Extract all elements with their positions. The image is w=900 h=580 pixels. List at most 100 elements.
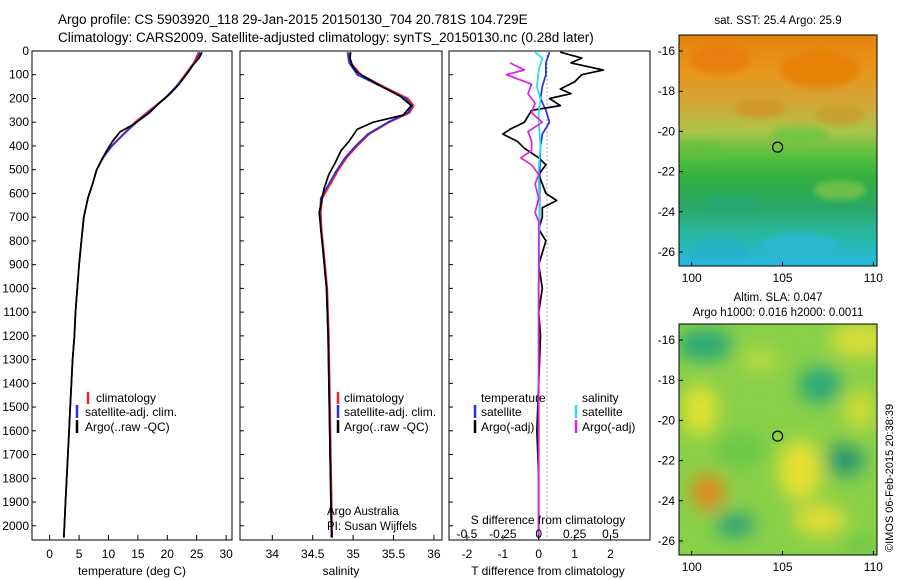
sst-map-title: sat. SST: 25.4 Argo: 25.9 <box>714 15 841 27</box>
y-tick-label: 1400 <box>2 376 29 390</box>
legend-sal-satellite: satellite <box>582 405 623 419</box>
sla-field <box>679 324 877 555</box>
annotation-argo-australia: Argo Australia <box>327 506 399 518</box>
lat-tick-label: -22 <box>658 165 676 179</box>
x-tick-label: 36 <box>427 547 441 561</box>
series-temperature-satellite <box>537 51 551 538</box>
salinity-diff-tick-label: 0.5 <box>602 527 619 541</box>
imos-credit: ©IMOS 06-Feb-2015 20:38:39 <box>884 404 896 552</box>
temperature-axes-box <box>31 50 233 541</box>
y-tick-label: 300 <box>9 115 29 129</box>
difference-top-label: S difference from climatology <box>471 513 626 527</box>
title-line-2: Climatology: CARS2009. Satellite-adjuste… <box>58 30 594 45</box>
lat-tick-label: -18 <box>658 373 676 387</box>
difference-xlabel: T difference from climatology <box>471 564 625 578</box>
legend-temp-satellite: satellite <box>481 405 522 419</box>
salinity-diff-tick-label: 0 <box>535 527 542 541</box>
y-tick-label: 1500 <box>2 400 29 414</box>
temperature-panel: 0 5 10 15 20 25 30 0 100 200 300 400 500 600 700 800 90… <box>2 44 453 578</box>
lat-tick-label: -16 <box>658 44 676 58</box>
sla-lat-ticks: -16 -18 -20 -22 -24 -26 <box>658 333 683 548</box>
legend-heading-temperature: temperature <box>481 391 546 405</box>
x-tick-label: 35.5 <box>382 547 406 561</box>
series-argo-raw-qc <box>62 51 203 538</box>
temperature-x-ticks: 0 5 10 15 20 25 30 <box>46 535 233 561</box>
lon-tick-label: 105 <box>773 560 793 574</box>
title-line-1: Argo profile: CS 5903920_118 29-Jan-2015… <box>58 12 528 27</box>
salinity-diff-tick-label: -0.5 <box>457 527 478 541</box>
difference-legend: temperature satellite Argo(-adj) salinit… <box>473 391 635 434</box>
x-tick-label: 0 <box>46 547 53 561</box>
x-tick-label: 20 <box>161 547 175 561</box>
lat-tick-label: -22 <box>658 454 676 468</box>
sst-field <box>679 35 877 266</box>
sst-map-frame <box>678 34 878 267</box>
salinity-difference-ticks: -0.5 -0.25 0 0.25 0.5 <box>457 527 620 541</box>
y-tick-label: 1300 <box>2 353 29 367</box>
sla-map-panel: Altim. SLA: 0.047 Argo h1000: 0.016 h200… <box>658 292 884 574</box>
y-tick-label: 900 <box>9 258 29 272</box>
temperature-xlabel: temperature (deg C) <box>78 564 186 578</box>
argo-float-marker <box>772 141 784 153</box>
x-tick-label: 30 <box>219 547 233 561</box>
lat-tick-label: -16 <box>658 333 676 347</box>
legend-argo: Argo(..raw -QC) <box>344 420 429 434</box>
sst-map-panel: sat. SST: 25.4 Argo: 25.9 100 105 110 -16-… <box>658 15 884 285</box>
x-tick-label: 2 <box>607 547 614 561</box>
y-tick-label: 700 <box>9 210 29 224</box>
difference-profile-lines <box>501 51 605 538</box>
lon-tick-label: 100 <box>682 560 702 574</box>
difference-axes-box <box>448 50 651 541</box>
x-tick-label: 25 <box>190 547 204 561</box>
x-tick-label: 35 <box>346 547 360 561</box>
y-tick-label: 800 <box>9 234 29 248</box>
salinity-x-ticks: 34 34.5 35 35.5 36 <box>266 535 441 561</box>
y-tick-label: 1200 <box>2 329 29 343</box>
lat-tick-label: -20 <box>658 413 676 427</box>
legend-temp-argo: Argo(-adj) <box>481 420 534 434</box>
y-tick-label: 0 <box>22 44 29 58</box>
salinity-legend: climatology satellite-adj. clim. Argo(..… <box>336 391 436 434</box>
y-tick-label: 1600 <box>2 424 29 438</box>
sla-lon-ticks: 100 105 110 <box>682 551 883 574</box>
y-tick-label: 1100 <box>3 305 29 319</box>
lat-tick-label: -26 <box>658 534 676 548</box>
difference-x-ticks: -2 -1 0 1 2 <box>462 535 614 561</box>
salinity-diff-tick-label: 0.25 <box>563 527 587 541</box>
lat-tick-label: -18 <box>658 84 676 98</box>
legend-satellite-adj: satellite-adj. clim. <box>85 405 177 419</box>
lat-tick-label: -20 <box>658 124 676 138</box>
y-tick-label: 400 <box>9 139 29 153</box>
sla-map-title-2: Argo h1000: 0.016 h2000: 0.0011 <box>693 307 864 319</box>
lon-tick-label: 110 <box>864 560 883 574</box>
sst-lon-ticks: 100 105 110 <box>682 262 883 285</box>
x-tick-label: -1 <box>498 547 509 561</box>
lon-tick-label: 110 <box>864 271 883 285</box>
sla-map-frame <box>678 323 878 556</box>
series-salinity-argo-adj <box>505 62 544 538</box>
x-tick-label: 1 <box>571 547 578 561</box>
x-tick-label: 0 <box>535 547 542 561</box>
difference-panel: -2 -1 0 1 2 -0.5 -0.25 0 0.25 0.5 S difference f… <box>448 50 651 578</box>
salinity-profile-lines <box>318 52 415 538</box>
y-tick-label: 600 <box>9 186 29 200</box>
salinity-diff-tick-label: -0.25 <box>489 527 517 541</box>
y-tick-label: 200 <box>9 91 29 105</box>
legend-sal-argo: Argo(-adj) <box>582 420 635 434</box>
x-tick-label: 15 <box>131 547 145 561</box>
series-argo-raw-qc <box>318 52 413 538</box>
argo-float-marker <box>772 430 784 442</box>
legend-heading-salinity: salinity <box>582 391 619 405</box>
lon-tick-label: 105 <box>773 271 793 285</box>
legend-climatology: climatology <box>344 391 404 405</box>
y-tick-label: 1800 <box>2 471 29 485</box>
y-tick-label: 100 <box>9 68 29 82</box>
legend-satellite-adj: satellite-adj. clim. <box>344 405 436 419</box>
lat-tick-label: -26 <box>658 245 676 259</box>
legend-climatology: climatology <box>96 391 156 405</box>
y-tick-label: 1900 <box>2 495 29 509</box>
legend-argo: Argo(..raw -QC) <box>85 420 170 434</box>
temperature-profile-lines <box>62 51 203 538</box>
x-tick-label: 34 <box>266 547 280 561</box>
